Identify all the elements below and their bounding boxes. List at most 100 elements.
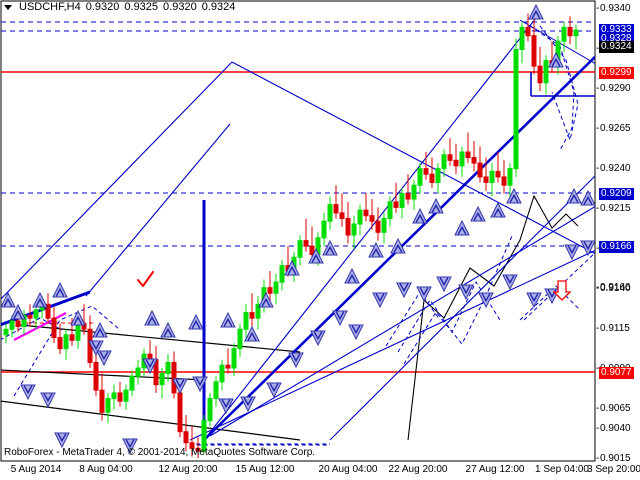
candle-body[interactable] — [405, 193, 411, 200]
candle-body[interactable] — [507, 168, 513, 186]
candle-body[interactable] — [195, 447, 201, 452]
candle-body[interactable] — [471, 157, 477, 164]
dashed-pattern-left2[interactable] — [13, 305, 121, 397]
candle-body[interactable] — [297, 240, 303, 258]
candle-body[interactable] — [303, 240, 309, 247]
candle-body[interactable] — [399, 193, 405, 208]
candle-body[interactable] — [183, 431, 189, 444]
trend-line-blue-mid-up[interactable] — [329, 175, 596, 441]
candle-body[interactable] — [573, 29, 579, 37]
candle-body[interactable] — [453, 159, 459, 167]
candle-body[interactable] — [483, 176, 489, 183]
candle-body[interactable] — [501, 176, 507, 186]
candle-body[interactable] — [543, 60, 549, 84]
candle-body[interactable] — [123, 389, 129, 402]
candle-body[interactable] — [213, 381, 219, 399]
candle-body[interactable] — [129, 375, 135, 391]
candle-body[interactable] — [435, 168, 441, 183]
candle-body[interactable] — [75, 323, 81, 341]
candle-body[interactable] — [411, 184, 417, 200]
candle-body[interactable] — [327, 204, 333, 222]
candle-body[interactable] — [345, 217, 351, 236]
candle-body[interactable] — [537, 65, 543, 84]
candle-body[interactable] — [219, 364, 225, 383]
candle-body[interactable] — [207, 397, 213, 422]
trend-line-blue-main-up[interactable] — [203, 17, 537, 441]
dashed-pattern-left[interactable] — [0, 317, 63, 341]
candle-body[interactable] — [237, 328, 243, 350]
candle-body[interactable] — [63, 334, 69, 350]
candle-body[interactable] — [177, 392, 183, 433]
candle-body[interactable] — [9, 320, 15, 330]
candle-body[interactable] — [519, 26, 525, 51]
dashed-arc-right2[interactable] — [523, 21, 575, 151]
fractal-markers[interactable] — [1, 3, 595, 455]
price-tag-0.9077[interactable]: 0.9077 — [599, 367, 634, 379]
price-tag-0.9324[interactable]: 0.9324 — [599, 41, 634, 53]
candle-body[interactable] — [243, 312, 249, 330]
candle-body[interactable] — [561, 26, 567, 42]
candle-body[interactable] — [531, 35, 537, 67]
trend-line-blue-down[interactable] — [231, 61, 596, 255]
dashed-zigzag-right[interactable] — [519, 285, 581, 321]
price-tag-0.9299[interactable]: 0.9299 — [599, 67, 634, 79]
candle-body[interactable] — [135, 367, 141, 377]
candle-body[interactable] — [459, 151, 465, 167]
candle-body[interactable] — [369, 215, 375, 222]
candle-body[interactable] — [393, 201, 399, 208]
candle-body[interactable] — [249, 312, 255, 319]
price-tag-0.9209[interactable]: 0.9209 — [599, 188, 634, 200]
candle-body[interactable] — [165, 361, 171, 375]
candle-body[interactable] — [429, 173, 435, 183]
candle-body[interactable] — [231, 348, 237, 369]
candle-body[interactable] — [93, 361, 99, 391]
triangle-down-icon[interactable] — [4, 4, 12, 10]
candle-body[interactable] — [105, 397, 111, 413]
candle-body[interactable] — [441, 154, 447, 170]
candle-body[interactable] — [21, 314, 27, 327]
candle-body[interactable] — [339, 212, 345, 219]
candle-body[interactable] — [171, 361, 177, 394]
time-axis[interactable]: 5 Aug 2014 8 Aug 04:00 12 Aug 20:00 15 Aug … — [0, 462, 640, 480]
candle-body[interactable] — [321, 220, 327, 239]
candle-body[interactable] — [51, 317, 57, 339]
candle-body[interactable] — [309, 245, 315, 255]
candle-body[interactable] — [99, 389, 105, 413]
candle-body[interactable] — [273, 281, 279, 294]
trend-line-blue-diag1[interactable] — [85, 123, 231, 297]
candle-body[interactable] — [513, 49, 519, 170]
candle-body[interactable] — [189, 442, 195, 449]
trend-line-blue-shallow[interactable] — [189, 249, 596, 441]
candle-body[interactable] — [363, 209, 369, 217]
candle-body[interactable] — [225, 364, 231, 369]
candle-body[interactable] — [33, 309, 39, 319]
trend-line-blue-diag2[interactable] — [0, 61, 233, 300]
channel-line-upper[interactable] — [19, 324, 301, 353]
dashed-zigzag-mid2[interactable] — [403, 235, 513, 365]
candle-body[interactable] — [69, 334, 75, 341]
candle-body[interactable] — [267, 287, 273, 294]
candle-body[interactable] — [159, 373, 165, 386]
candle-body[interactable] — [357, 209, 363, 225]
candle-body[interactable] — [57, 337, 63, 350]
candle-body[interactable] — [201, 420, 207, 452]
candle-body[interactable] — [351, 223, 357, 236]
candle-body[interactable] — [27, 314, 33, 319]
candle-body[interactable] — [465, 151, 471, 159]
price-axis[interactable]: -0.9340-0.9315-0.9290-0.9265-0.9240-0.92… — [596, 0, 640, 480]
candle-body[interactable] — [111, 392, 117, 399]
candle-body[interactable] — [381, 217, 387, 233]
candle-body[interactable] — [279, 265, 285, 283]
trend-line-blue-lower-up[interactable] — [209, 205, 596, 437]
candle-body[interactable] — [567, 26, 573, 37]
price-tag-0.9166[interactable]: 0.9166 — [599, 241, 634, 253]
candle-body[interactable] — [15, 320, 21, 327]
candle-body[interactable] — [255, 303, 261, 319]
candle-body[interactable] — [447, 154, 453, 161]
candle-body[interactable] — [477, 162, 483, 178]
candle-body[interactable] — [117, 392, 123, 402]
candle-body[interactable] — [417, 168, 423, 186]
candle-body[interactable] — [333, 204, 339, 214]
